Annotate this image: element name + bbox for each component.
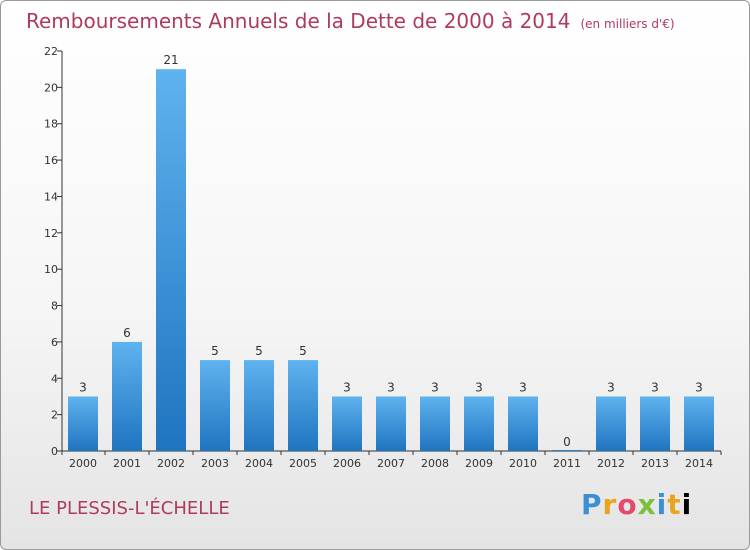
bar-2006 <box>332 396 362 451</box>
y-tick-label: 6 <box>51 336 58 349</box>
data-label: 3 <box>475 380 483 394</box>
data-label: 3 <box>695 380 703 394</box>
x-tick-label: 2003 <box>201 457 229 470</box>
logo-letter: x <box>637 488 657 521</box>
bar-2004 <box>244 360 274 451</box>
bar-2008 <box>420 396 450 451</box>
x-tick-label: 2006 <box>333 457 361 470</box>
bar-2002 <box>156 69 186 451</box>
data-label: 5 <box>299 344 307 358</box>
bar-2009 <box>464 396 494 451</box>
data-label: 3 <box>519 380 527 394</box>
data-label: 0 <box>563 435 571 449</box>
y-tick-label: 14 <box>44 190 58 203</box>
chart-unit: (en milliers d'€) <box>580 17 675 31</box>
town-name: LE PLESSIS-L'ÉCHELLE <box>29 498 230 519</box>
y-tick-label: 12 <box>44 227 58 240</box>
x-tick-label: 2008 <box>421 457 449 470</box>
logo-letter: i <box>681 488 693 521</box>
proxiti-logo: Proxiti <box>581 488 692 521</box>
bar-2010 <box>508 396 538 451</box>
y-tick-label: 20 <box>44 81 58 94</box>
bar-2000 <box>68 396 98 451</box>
x-tick-label: 2012 <box>597 457 625 470</box>
logo-letter: t <box>667 488 682 521</box>
y-tick-label: 0 <box>51 445 58 458</box>
chart-title-text: Remboursements Annuels de la Dette de 20… <box>26 9 571 33</box>
y-tick-label: 8 <box>51 300 58 313</box>
logo-letter: r <box>602 488 618 521</box>
data-label: 5 <box>255 344 263 358</box>
data-label: 3 <box>607 380 615 394</box>
x-tick-label: 2010 <box>509 457 537 470</box>
x-tick-label: 2013 <box>641 457 669 470</box>
chart-axes: 0 2 4 6 8 10 12 14 16 18 20 22 2000 2001 2002 2003 2004 2… <box>44 45 722 470</box>
data-label: 5 <box>211 344 219 358</box>
x-tick-label: 2001 <box>113 457 141 470</box>
logo-letter: P <box>581 488 603 521</box>
x-tick-label: 2000 <box>69 457 97 470</box>
chart-data-labels: 3 6 21 5 5 5 3 3 3 3 3 0 3 3 3 <box>79 53 703 449</box>
bar-2012 <box>596 396 626 451</box>
x-tick-label: 2009 <box>465 457 493 470</box>
y-tick-label: 16 <box>44 154 58 167</box>
bar-2003 <box>200 360 230 451</box>
x-tick-label: 2004 <box>245 457 273 470</box>
chart-title: Remboursements Annuels de la Dette de 20… <box>26 9 675 33</box>
chart-bars <box>68 69 714 451</box>
data-label: 6 <box>123 326 131 340</box>
y-tick-label: 18 <box>44 118 58 131</box>
x-tick-label: 2011 <box>553 457 581 470</box>
data-label: 21 <box>163 53 178 67</box>
bar-2007 <box>376 396 406 451</box>
bar-2013 <box>640 396 670 451</box>
bar-2005 <box>288 360 318 451</box>
bar-2011 <box>552 450 582 451</box>
x-tick-label: 2005 <box>289 457 317 470</box>
logo-letter: o <box>617 488 638 521</box>
data-label: 3 <box>387 380 395 394</box>
x-tick-label: 2002 <box>157 457 185 470</box>
data-label: 3 <box>431 380 439 394</box>
x-tick-label: 2007 <box>377 457 405 470</box>
y-tick-label: 2 <box>51 409 58 422</box>
bar-2014 <box>684 396 714 451</box>
bar-2001 <box>112 341 142 451</box>
y-tick-label: 22 <box>44 45 58 58</box>
x-tick-label: 2014 <box>685 457 713 470</box>
data-label: 3 <box>343 380 351 394</box>
data-label: 3 <box>651 380 659 394</box>
y-tick-label: 4 <box>51 372 58 385</box>
data-label: 3 <box>79 380 87 394</box>
y-tick-label: 10 <box>44 263 58 276</box>
logo-letter: i <box>656 488 668 521</box>
